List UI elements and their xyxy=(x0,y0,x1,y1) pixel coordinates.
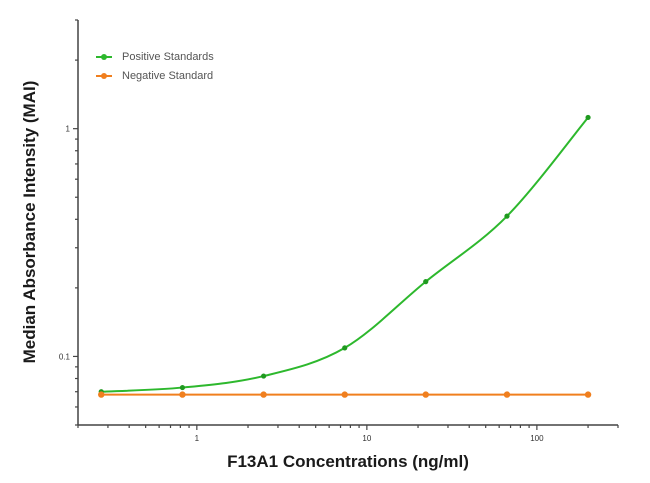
legend-item-negative: Negative Standard xyxy=(96,66,214,85)
x-tick-label: 100 xyxy=(530,434,544,443)
x-tick-label: 1 xyxy=(195,434,200,443)
data-point xyxy=(98,391,105,398)
data-point xyxy=(179,391,186,398)
y-tick-label: 0.1 xyxy=(59,352,71,361)
axes: 1 10 100 0.1 1 xyxy=(59,19,619,443)
x-tick-label: 10 xyxy=(362,434,371,443)
x-axis-label: F13A1 Concentrations (ng/ml) xyxy=(227,452,469,471)
legend-marker-icon xyxy=(96,71,112,81)
data-point xyxy=(341,391,348,398)
legend-label: Negative Standard xyxy=(122,69,214,82)
y-tick-label: 1 xyxy=(66,125,71,134)
y-axis-label: Median Absorbance Intensity (MAI) xyxy=(20,80,39,364)
legend-item-positive: Positive Standards xyxy=(96,47,214,66)
legend-label: Positive Standards xyxy=(122,50,214,63)
data-point xyxy=(260,391,267,398)
data-point xyxy=(423,279,429,285)
data-point xyxy=(585,114,591,121)
series-line-0 xyxy=(101,116,589,393)
series-layer xyxy=(98,114,592,398)
data-point xyxy=(422,391,429,398)
legend: Positive Standards Negative Standard xyxy=(96,47,214,85)
data-point xyxy=(584,391,592,398)
data-point xyxy=(504,213,510,219)
data-point xyxy=(342,345,348,351)
data-point xyxy=(179,384,186,391)
data-point xyxy=(503,391,511,398)
data-point xyxy=(261,373,267,379)
legend-marker-icon xyxy=(96,52,112,62)
